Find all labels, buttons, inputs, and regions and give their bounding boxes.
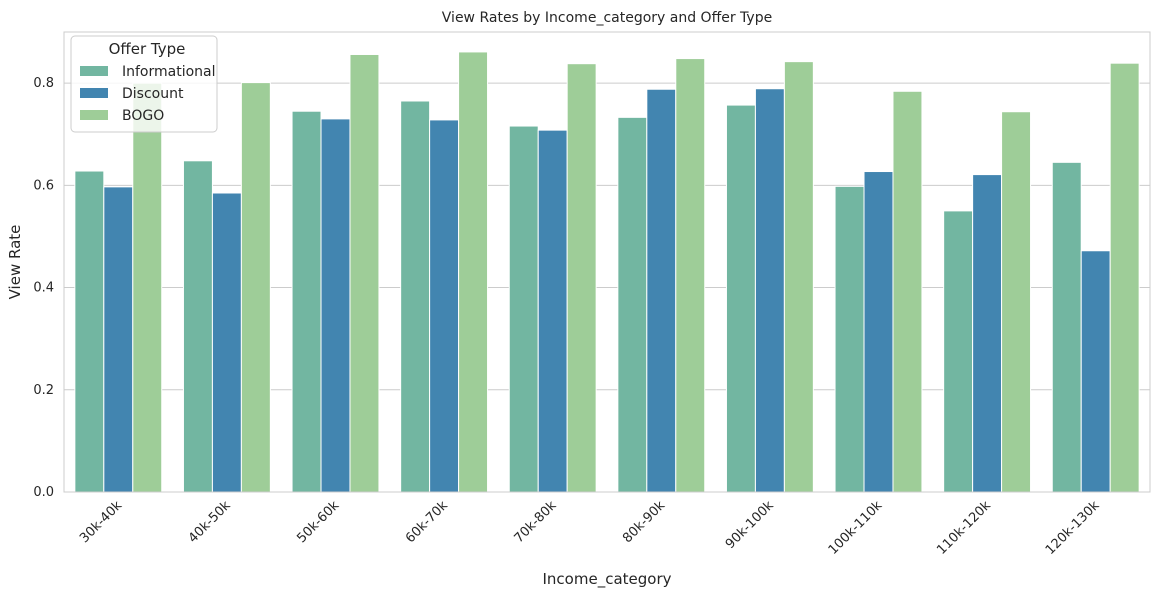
y-tick-label: 0.4	[33, 281, 54, 296]
bar	[349, 53, 380, 493]
bar	[182, 160, 213, 493]
bar	[1001, 111, 1032, 493]
bar	[429, 119, 460, 493]
y-tick-label: 0.0	[33, 485, 54, 500]
bar	[675, 58, 706, 493]
bar	[617, 116, 648, 493]
legend-label: Discount	[122, 86, 184, 102]
y-tick-label: 0.2	[33, 383, 54, 398]
bar	[783, 61, 814, 493]
bar	[240, 82, 271, 493]
legend-title: Offer Type	[109, 40, 186, 58]
bar	[1051, 161, 1082, 493]
legend-swatch	[80, 88, 108, 98]
bar	[103, 186, 134, 493]
legend-box	[70, 35, 218, 133]
x-tick-label: 50k-60k	[294, 498, 342, 546]
bar	[508, 125, 539, 493]
bar	[943, 210, 974, 493]
bar	[537, 129, 568, 493]
bar	[458, 51, 489, 493]
bars	[74, 51, 1140, 493]
x-tick-label: 70k-80k	[512, 498, 560, 546]
bar	[320, 118, 351, 493]
x-axis-ticks: 30k-40k 40k-50k 50k-60k 60k-70k 70k-80k 80k-9…	[77, 498, 1103, 558]
x-axis-label: Income_category	[543, 570, 672, 589]
bar	[863, 171, 894, 493]
bar	[132, 82, 163, 493]
x-tick-label: 40k-50k	[186, 498, 234, 546]
chart-title: View Rates by Income_category and Offer …	[442, 10, 772, 26]
bar	[566, 63, 597, 493]
x-tick-label: 80k-90k	[620, 498, 668, 546]
bar	[74, 170, 105, 493]
x-tick-label: 60k-70k	[403, 498, 451, 546]
bar	[400, 100, 431, 493]
legend-label: Informational	[122, 64, 216, 80]
x-tick-label: 120k-130k	[1043, 498, 1103, 558]
x-tick-label: 90k-100k	[723, 498, 777, 552]
bar	[1080, 250, 1111, 493]
bar	[834, 185, 865, 493]
y-axis-ticks: 0.0 0.2 0.4 0.6 0.8	[33, 76, 54, 500]
bar	[211, 192, 242, 493]
bar	[754, 88, 785, 493]
plot-frame	[63, 31, 1151, 493]
bar	[1109, 62, 1140, 493]
legend-swatch	[80, 110, 108, 120]
x-tick-label: 110k-120k	[934, 498, 994, 558]
x-tick-label: 30k-40k	[77, 498, 125, 546]
legend-label: BOGO	[122, 108, 164, 124]
legend-swatch	[80, 66, 108, 76]
y-axis-label: View Rate	[6, 225, 24, 300]
bar	[291, 110, 322, 493]
y-tick-label: 0.6	[33, 178, 54, 193]
bar	[972, 174, 1003, 493]
y-tick-label: 0.8	[33, 76, 54, 91]
bar	[646, 88, 677, 493]
bar	[892, 90, 923, 493]
bar	[725, 104, 756, 493]
x-tick-label: 100k-110k	[826, 498, 886, 558]
legend: Offer Type Informational Discount BOGO	[70, 35, 218, 133]
